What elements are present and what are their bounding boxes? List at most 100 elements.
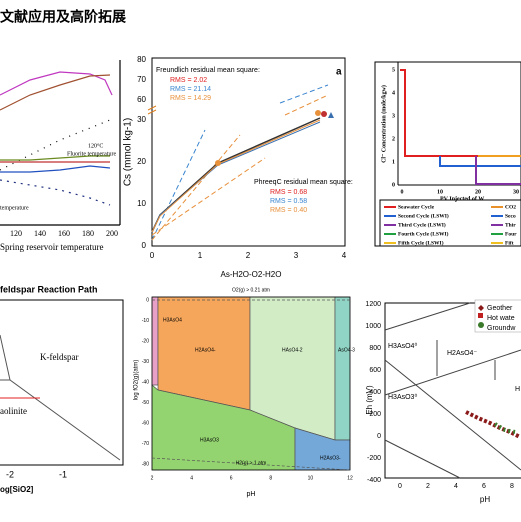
region-label: H3AsO4⁰ bbox=[388, 342, 417, 350]
panel-3 bbox=[374, 61, 521, 247]
region-label: H3AsO4 bbox=[163, 317, 182, 323]
tick-label: 2 bbox=[246, 251, 251, 260]
region-label: HAsO4-2 bbox=[282, 347, 303, 353]
tick-label: 12 bbox=[347, 475, 353, 481]
curve bbox=[439, 156, 521, 167]
tick-label: -80 bbox=[142, 461, 149, 467]
legend-label: Four bbox=[505, 231, 517, 237]
panel-1 bbox=[0, 60, 121, 226]
tick-label: 2 bbox=[426, 483, 430, 490]
label: RMS = 21.14 bbox=[170, 86, 211, 93]
point bbox=[315, 110, 321, 116]
boundary bbox=[384, 302, 471, 331]
label: PhreeqC residual mean square: bbox=[254, 179, 353, 186]
tick-label: 0 bbox=[392, 182, 395, 188]
label: Freundlich residual mean square: bbox=[156, 67, 260, 74]
axis-break bbox=[147, 105, 157, 111]
panel-6 bbox=[384, 299, 521, 479]
tick-label: 0 bbox=[377, 433, 381, 440]
region-label: AsO4-3 bbox=[338, 347, 355, 353]
legend-label: Second Cycle (LSWI) bbox=[398, 212, 449, 219]
region-label: H2AsO4- bbox=[195, 347, 216, 353]
legend-label: Thir bbox=[505, 222, 516, 228]
curve bbox=[151, 134, 241, 241]
legend-marker bbox=[478, 305, 484, 311]
region bbox=[334, 296, 351, 441]
tick-label: 2 bbox=[151, 475, 154, 481]
legend-label: CO2 bbox=[505, 204, 516, 210]
frame bbox=[384, 302, 521, 479]
label: feldspar Reaction Path bbox=[0, 284, 98, 294]
axis-title: Eh (mV) bbox=[365, 385, 374, 415]
label: og[SiO2] bbox=[0, 485, 34, 494]
label: H2(g) > 1 atm bbox=[236, 460, 267, 466]
point bbox=[215, 160, 221, 166]
point bbox=[321, 111, 327, 117]
label: RMS = 0.68 bbox=[270, 189, 307, 196]
tick-label: 1 bbox=[198, 251, 203, 260]
tick-label: -60 bbox=[142, 420, 149, 426]
tick-label: 4 bbox=[190, 475, 193, 481]
tick-label: -40 bbox=[142, 379, 149, 385]
label: K-feldspar bbox=[40, 352, 78, 362]
tick-label: 180 bbox=[82, 229, 94, 238]
samples bbox=[493, 422, 516, 434]
boundary bbox=[384, 359, 521, 471]
axis-title: Cl⁻ Concentration (mole/kgw) bbox=[380, 85, 387, 163]
legend-box bbox=[379, 199, 521, 247]
tick-label: 20 bbox=[475, 189, 481, 195]
tick-label: 10 bbox=[308, 475, 314, 481]
tick-label: 160 bbox=[58, 229, 70, 238]
boundary bbox=[384, 349, 521, 396]
tick-label: 4 bbox=[342, 251, 347, 260]
tick-label: 400 bbox=[369, 389, 381, 396]
tick-label: 0 bbox=[142, 241, 147, 250]
curve bbox=[0, 155, 110, 161]
label: RMS = 0.40 bbox=[270, 207, 307, 214]
label: 120°C bbox=[88, 142, 103, 149]
curve bbox=[151, 119, 321, 233]
legend-marker bbox=[478, 322, 484, 328]
legend-label: Fift bbox=[505, 240, 514, 246]
legend-label: Fifth Cycle (LSWI) bbox=[398, 239, 444, 246]
tick-label: 4 bbox=[454, 483, 458, 490]
tick-label: 6 bbox=[230, 475, 233, 481]
tick-label: 0 bbox=[146, 297, 149, 303]
region-label: H2AsO3- bbox=[320, 455, 341, 461]
tick-label: 3 bbox=[294, 251, 299, 260]
tick-label: 70 bbox=[137, 75, 146, 84]
tick-label: 0 bbox=[150, 251, 155, 260]
curve bbox=[0, 74, 111, 111]
curve bbox=[0, 71, 113, 96]
legend-label: Hot wate bbox=[487, 315, 515, 322]
tick-label: 140 bbox=[34, 229, 46, 238]
tick-label: 3 bbox=[392, 113, 395, 119]
curve bbox=[0, 179, 111, 206]
axis-title: log fO2(g)(atm) bbox=[134, 360, 140, 401]
tick-label: 5 bbox=[392, 67, 395, 73]
tick-label: 800 bbox=[369, 345, 381, 352]
legend-marker bbox=[478, 313, 483, 318]
tick-label: -70 bbox=[142, 441, 149, 447]
tick-label: 1200 bbox=[365, 301, 381, 308]
tick-label: -400 bbox=[367, 477, 381, 484]
axis-title: pH bbox=[247, 491, 256, 498]
region-label: H bbox=[515, 386, 520, 393]
panel-2 bbox=[147, 57, 346, 247]
label: O2(g) > 0.21 atm bbox=[232, 287, 270, 293]
axis-title: Cs (mmol kg-1) bbox=[123, 118, 134, 186]
curve bbox=[0, 165, 111, 173]
tick-label: 10 bbox=[437, 189, 443, 195]
label: RMS = 2.02 bbox=[170, 77, 207, 84]
tick-label: 20 bbox=[137, 157, 146, 166]
label: temperature bbox=[0, 205, 29, 211]
frame bbox=[151, 57, 346, 247]
label: RMS = 14.29 bbox=[170, 95, 211, 102]
region-label: H3AsO3 bbox=[200, 437, 219, 443]
tick-label: 1 bbox=[392, 159, 395, 165]
tick-label: 0 bbox=[401, 189, 404, 195]
tick-label: -30 bbox=[142, 359, 149, 365]
tick-label: 120 bbox=[10, 229, 22, 238]
axis-title: PV Injected of W bbox=[440, 196, 484, 202]
tick-label: 8 bbox=[269, 475, 272, 481]
